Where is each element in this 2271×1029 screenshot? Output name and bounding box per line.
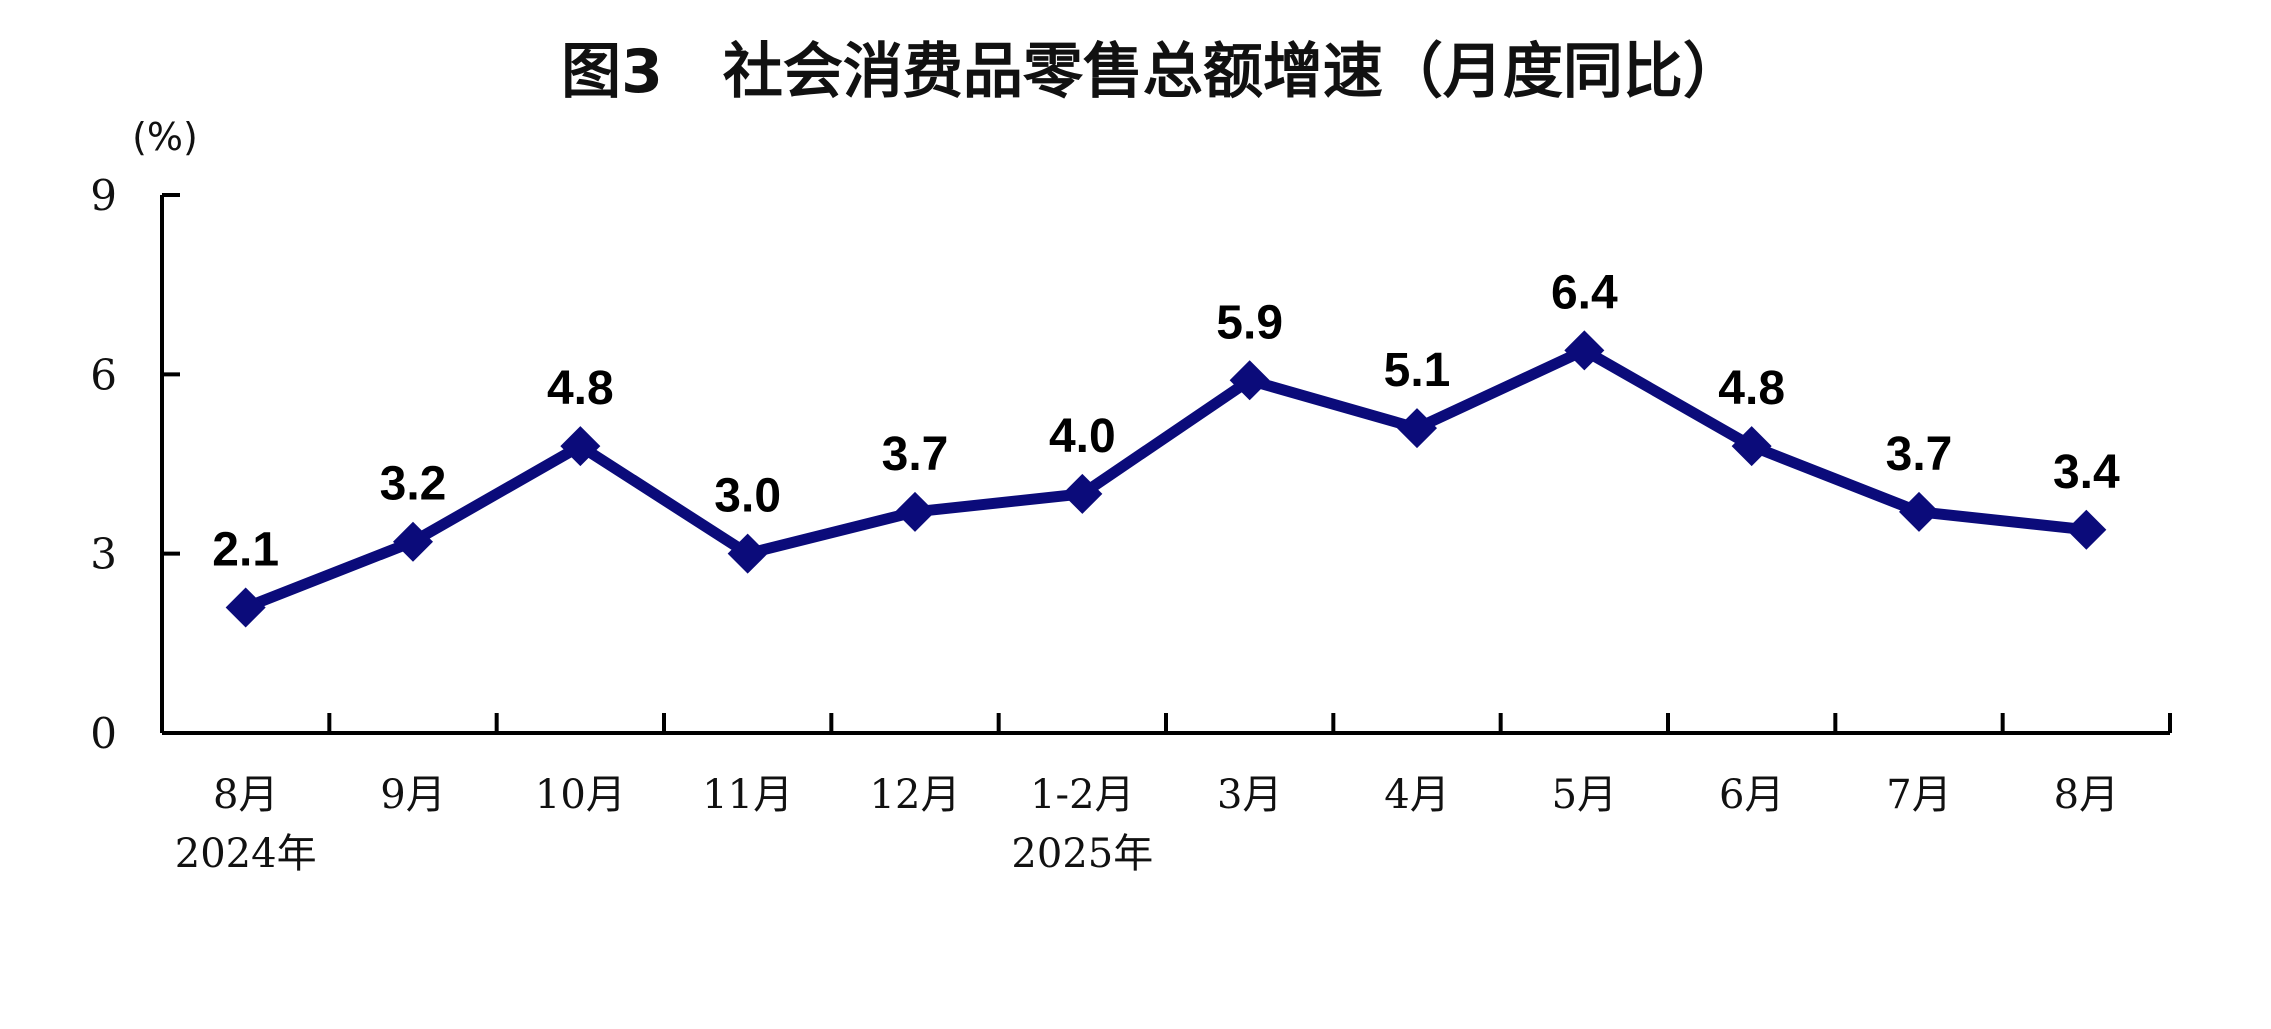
data-label: 5.1 bbox=[1384, 344, 1451, 397]
x-tick-label: 10月 bbox=[535, 772, 626, 818]
data-label: 4.8 bbox=[547, 362, 614, 415]
x-tick-label: 3月 bbox=[1217, 772, 1282, 818]
data-label: 6.4 bbox=[1551, 266, 1618, 319]
x-tick-label: 8月 bbox=[213, 772, 278, 818]
y-tick-label: 9 bbox=[90, 171, 117, 220]
data-label: 3.7 bbox=[882, 428, 949, 481]
axes bbox=[160, 193, 2172, 735]
x-tick-label: 5月 bbox=[1552, 772, 1617, 818]
data-label: 2.1 bbox=[212, 523, 279, 576]
data-point-marker bbox=[1731, 426, 1772, 467]
chart-title: 图3 社会消费品零售总额增速（月度同比） bbox=[561, 37, 1743, 107]
data-label: 3.2 bbox=[380, 458, 447, 511]
x-year-label: 2025年 bbox=[1011, 831, 1153, 877]
data-point-marker bbox=[1899, 491, 1939, 532]
x-year-label: 2024年 bbox=[175, 831, 317, 877]
y-tick-label: 6 bbox=[90, 350, 117, 399]
x-tick-label: 1-2月 bbox=[1030, 772, 1134, 818]
data-point-marker bbox=[560, 426, 601, 467]
data-label: 3.0 bbox=[714, 470, 781, 523]
data-point-marker bbox=[225, 587, 266, 628]
data-point-marker bbox=[393, 521, 433, 562]
data-point-marker bbox=[1397, 408, 1437, 449]
data-point-marker bbox=[2066, 509, 2107, 550]
y-unit-label: (%) bbox=[132, 115, 198, 159]
y-tick-labels: 0 3 6 9 bbox=[90, 171, 117, 758]
x-tick-label: 8月 bbox=[2054, 772, 2119, 818]
x-tick-label: 4月 bbox=[1384, 772, 1449, 818]
x-tick-label: 12月 bbox=[870, 772, 961, 818]
x-tick-label: 7月 bbox=[1886, 772, 1951, 818]
data-label: 3.4 bbox=[2053, 446, 2120, 499]
x-tick-label: 9月 bbox=[380, 772, 445, 818]
data-label: 3.7 bbox=[1886, 428, 1953, 481]
data-point-marker bbox=[1564, 330, 1605, 371]
data-label: 4.8 bbox=[1718, 362, 1785, 415]
data-label: 5.9 bbox=[1216, 296, 1283, 349]
y-tick-label: 3 bbox=[90, 530, 117, 579]
data-point-marker bbox=[727, 533, 768, 574]
data-labels: 2.1 3.2 4.8 3.0 3.7 4.0 5.9 5.1 6.4 4.8 3.7 3.4 bbox=[212, 266, 2120, 576]
data-point-marker bbox=[1229, 360, 1270, 401]
x-tick-label: 6月 bbox=[1719, 772, 1784, 818]
data-label: 4.0 bbox=[1049, 410, 1116, 463]
y-tick-label: 0 bbox=[90, 709, 117, 758]
data-point-marker bbox=[1062, 473, 1103, 514]
x-tick-labels: 8月 9月 10月 11月 12月 1-2月 3月 4月 5月 6月 7月 8月 2024年 2025年 bbox=[175, 772, 2119, 877]
series-group bbox=[225, 330, 2107, 628]
series-line bbox=[240, 344, 2092, 613]
x-tick-label: 11月 bbox=[702, 772, 793, 818]
data-point-marker bbox=[895, 491, 935, 532]
